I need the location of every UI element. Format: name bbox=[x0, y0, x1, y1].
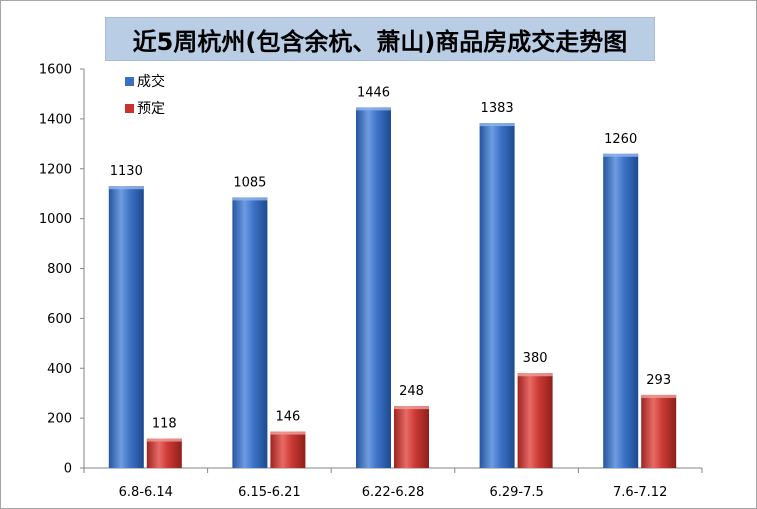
bar-reserve-1 bbox=[270, 431, 306, 468]
y-tick-label: 200 bbox=[47, 412, 72, 427]
data-label: 1130 bbox=[110, 164, 143, 179]
x-tick-label: 7.6-7.12 bbox=[613, 485, 667, 500]
y-tick-label: 1400 bbox=[39, 112, 72, 127]
bar-top-highlight bbox=[108, 186, 144, 190]
y-tick-label: 1200 bbox=[39, 162, 72, 177]
y-tick-label: 400 bbox=[47, 362, 72, 377]
y-tick-label: 1600 bbox=[39, 63, 72, 78]
bar-deal-3 bbox=[479, 123, 515, 468]
bar-top-highlight bbox=[641, 394, 677, 398]
data-label: 248 bbox=[399, 384, 424, 399]
bar-top-highlight bbox=[394, 406, 429, 410]
bar-deal-4 bbox=[603, 153, 639, 468]
data-label: 1383 bbox=[481, 101, 514, 116]
y-tick-label: 600 bbox=[47, 312, 72, 327]
legend-label-1: 预定 bbox=[137, 101, 165, 117]
legend-label-0: 成交 bbox=[137, 73, 165, 90]
bar-reserve-3 bbox=[517, 373, 553, 468]
chart-title-box: 近5周杭州(包含余杭、萧山)商品房成交走势图 bbox=[105, 17, 655, 61]
bar-top-highlight bbox=[603, 153, 639, 157]
bar-top-highlight bbox=[356, 107, 391, 111]
y-tick-label: 800 bbox=[47, 262, 72, 277]
x-tick-label: 6.15-6.21 bbox=[238, 485, 301, 500]
data-label: 1085 bbox=[233, 175, 266, 190]
bar-reserve-0 bbox=[146, 438, 182, 468]
data-label: 118 bbox=[152, 417, 177, 432]
data-label: 1446 bbox=[357, 85, 390, 100]
bar-top-highlight bbox=[232, 197, 268, 201]
data-label: 380 bbox=[523, 351, 548, 366]
bar-deal-1 bbox=[232, 197, 268, 468]
bar-deal-0 bbox=[108, 186, 144, 469]
x-tick-label: 6.22-6.28 bbox=[362, 485, 425, 500]
legend-swatch-0 bbox=[125, 77, 134, 86]
x-tick-label: 6.29-7.5 bbox=[489, 485, 543, 500]
y-tick-label: 0 bbox=[64, 462, 72, 477]
bar-top-highlight bbox=[270, 431, 306, 435]
bar-reserve-4 bbox=[641, 394, 677, 468]
x-tick-label: 6.8-6.14 bbox=[119, 485, 173, 500]
data-label: 293 bbox=[646, 373, 671, 388]
legend-swatch-1 bbox=[125, 104, 134, 113]
chart-title: 近5周杭州(包含余杭、萧山)商品房成交走势图 bbox=[132, 27, 628, 56]
bar-top-highlight bbox=[146, 438, 182, 442]
data-label: 1260 bbox=[604, 132, 637, 147]
bar-top-highlight bbox=[479, 123, 515, 127]
bar-reserve-2 bbox=[394, 406, 429, 468]
bar-deal-2 bbox=[356, 107, 391, 468]
data-label: 146 bbox=[275, 410, 300, 425]
bar-top-highlight bbox=[517, 373, 553, 377]
y-tick-label: 1000 bbox=[39, 212, 72, 227]
